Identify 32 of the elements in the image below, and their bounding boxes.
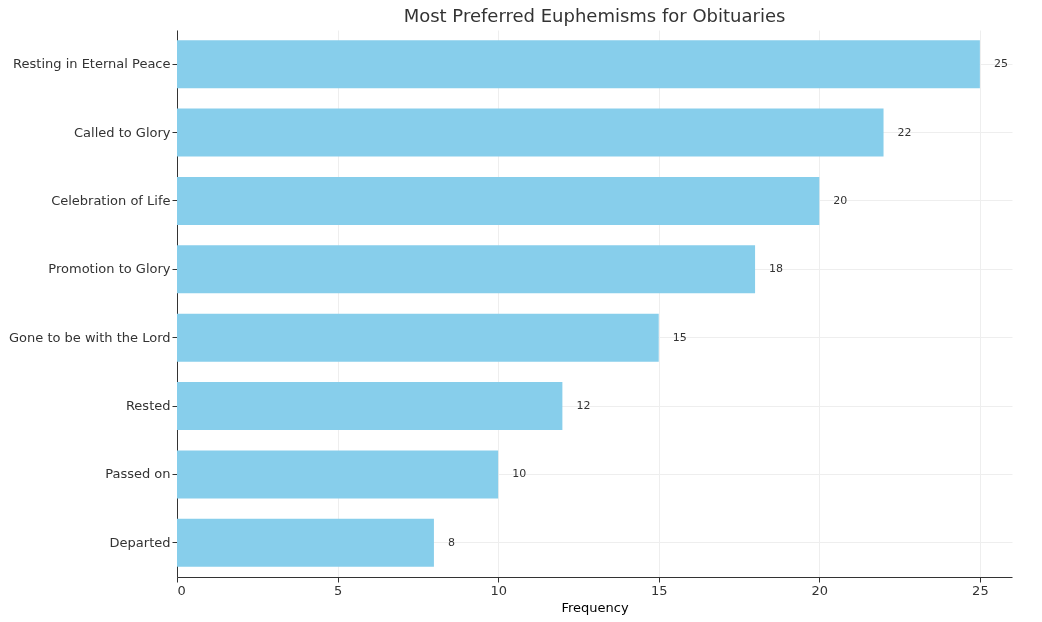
bar — [177, 518, 434, 567]
data-label: 12 — [576, 399, 591, 413]
bar — [177, 382, 563, 431]
x-tick-label: 20 — [811, 582, 829, 598]
data-label: 10 — [512, 467, 527, 481]
y-tick-label: Gone to be with the Lord — [9, 329, 171, 345]
x-tick-label: 5 — [333, 582, 343, 598]
x-tick-label: 0 — [177, 582, 186, 598]
y-tick-label: Promotion to Glory — [48, 261, 171, 277]
bar — [177, 313, 659, 362]
bar — [177, 450, 499, 499]
y-tick-label: Passed on — [105, 466, 171, 482]
data-label: 20 — [833, 193, 848, 207]
x-tick-label: 10 — [490, 582, 507, 598]
bar — [177, 245, 756, 294]
x-tick-label: 25 — [972, 582, 989, 598]
y-tick-label: Celebration of Life — [51, 192, 171, 208]
data-label: 25 — [993, 57, 1008, 71]
y-tick-label: Rested — [125, 398, 171, 414]
bar — [177, 108, 884, 157]
x-axis-title: Frequency — [561, 599, 629, 615]
x-tick-label: 15 — [650, 582, 668, 598]
y-tick-label: Departed — [109, 534, 171, 550]
data-label: 18 — [769, 262, 784, 276]
data-label: 15 — [672, 330, 687, 344]
data-label: 8 — [447, 535, 455, 549]
y-tick-label: Resting in Eternal Peace — [13, 56, 171, 72]
data-label: 22 — [897, 125, 912, 139]
chart-title: Most Preferred Euphemisms for Obituaries — [403, 5, 786, 26]
y-tick-label: Called to Glory — [73, 124, 171, 140]
bar — [177, 40, 980, 89]
bar — [177, 176, 820, 225]
